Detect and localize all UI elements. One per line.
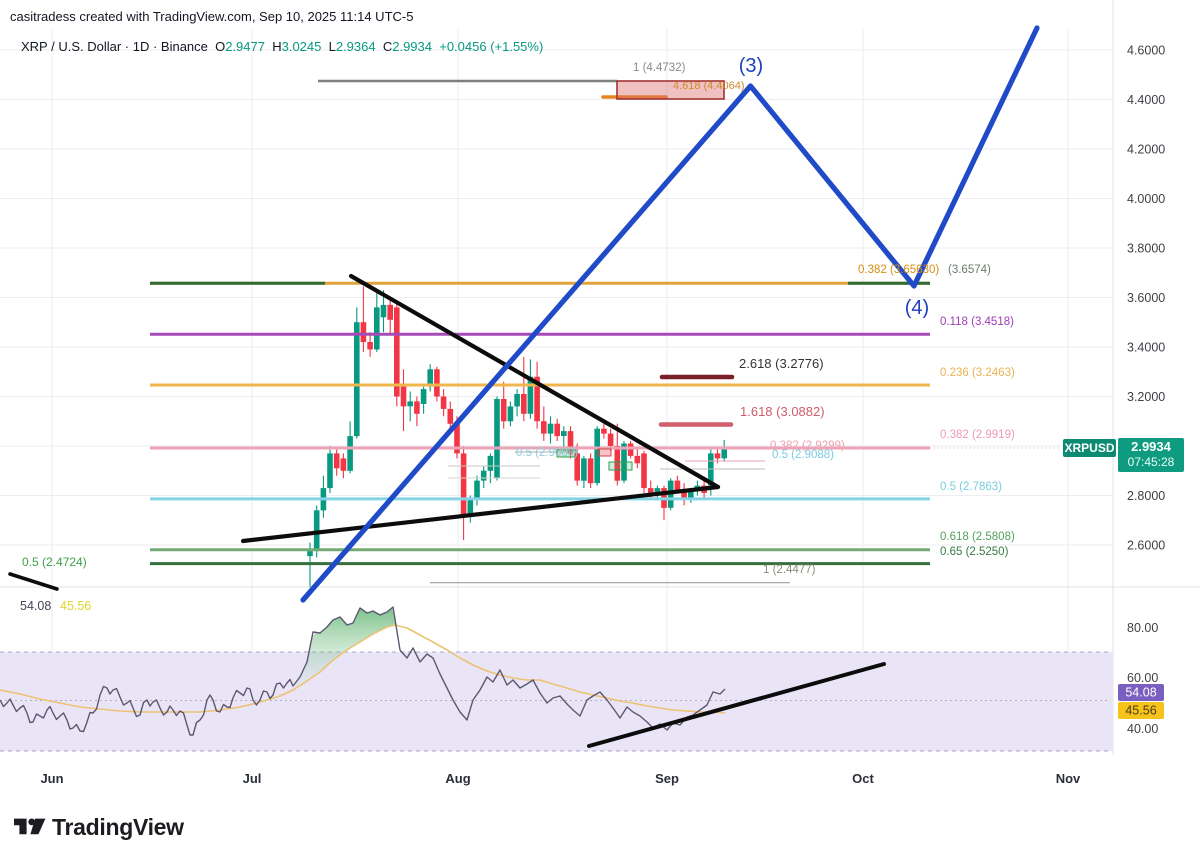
svg-text:2.6000: 2.6000 (1127, 539, 1165, 553)
svg-text:3.6000: 3.6000 (1127, 291, 1165, 305)
svg-text:0.5 (2.4724): 0.5 (2.4724) (22, 555, 87, 569)
svg-text:4.0000: 4.0000 (1127, 192, 1165, 206)
svg-text:4.618 (4.4064): 4.618 (4.4064) (673, 80, 745, 92)
svg-text:54.08: 54.08 (1125, 686, 1156, 700)
svg-text:(3.6574): (3.6574) (948, 264, 991, 276)
svg-text:Nov: Nov (1056, 771, 1081, 786)
svg-text:4.4000: 4.4000 (1127, 93, 1165, 107)
svg-text:2.8000: 2.8000 (1127, 489, 1165, 503)
svg-text:3.4000: 3.4000 (1127, 341, 1165, 355)
svg-text:4.6000: 4.6000 (1127, 44, 1165, 58)
svg-text:Aug: Aug (445, 771, 470, 786)
svg-text:0.5 (2.7863): 0.5 (2.7863) (940, 481, 1002, 493)
svg-text:07:45:28: 07:45:28 (1128, 455, 1175, 469)
svg-text:45.56: 45.56 (60, 599, 91, 613)
svg-text:Sep: Sep (655, 771, 679, 786)
svg-text:60.00: 60.00 (1127, 671, 1158, 685)
svg-text:1 (4.4732): 1 (4.4732) (633, 62, 686, 74)
svg-text:casitradess created with Tradi: casitradess created with TradingView.com… (10, 9, 413, 24)
svg-text:0.5 (2.9088): 0.5 (2.9088) (772, 449, 834, 461)
svg-text:TradingView: TradingView (52, 814, 184, 840)
svg-text:(4): (4) (905, 297, 929, 319)
svg-text:0.236 (3.2463): 0.236 (3.2463) (940, 367, 1015, 379)
svg-text:0.65 (2.5250): 0.65 (2.5250) (940, 546, 1009, 558)
svg-text:0.118 (3.4518): 0.118 (3.4518) (940, 316, 1014, 328)
svg-text:2.618 (3.2776): 2.618 (3.2776) (739, 356, 824, 371)
svg-text:0.382 (2.9919): 0.382 (2.9919) (940, 429, 1015, 441)
svg-text:XRPUSD: XRPUSD (1064, 441, 1114, 455)
svg-text:(3): (3) (739, 55, 763, 77)
svg-text:1 (2.4477): 1 (2.4477) (763, 564, 816, 576)
svg-text:4.2000: 4.2000 (1127, 143, 1165, 157)
svg-text:0.382 (2.9299): 0.382 (2.9299) (770, 440, 845, 452)
svg-text:Jun: Jun (40, 771, 63, 786)
svg-text:0.618 (2.5808): 0.618 (2.5808) (940, 531, 1015, 543)
svg-text:80.00: 80.00 (1127, 621, 1158, 635)
svg-text:0.5 (2.9088): 0.5 (2.9088) (516, 447, 578, 459)
svg-text:XRP / U.S. Dollar · 1D · Binan: XRP / U.S. Dollar · 1D · Binance O2.9477… (21, 39, 543, 54)
svg-text:1.618 (3.0882): 1.618 (3.0882) (740, 404, 825, 419)
svg-text:0.382 (3.65630): 0.382 (3.65630) (858, 264, 939, 276)
svg-text:40.00: 40.00 (1127, 722, 1158, 736)
svg-text:45.56: 45.56 (1125, 704, 1156, 718)
svg-text:2.9934: 2.9934 (1131, 439, 1172, 454)
svg-text:3.2000: 3.2000 (1127, 390, 1165, 404)
svg-text:3.8000: 3.8000 (1127, 242, 1165, 256)
svg-text:Oct: Oct (852, 771, 874, 786)
svg-text:Jul: Jul (243, 771, 262, 786)
svg-text:54.08: 54.08 (20, 599, 51, 613)
